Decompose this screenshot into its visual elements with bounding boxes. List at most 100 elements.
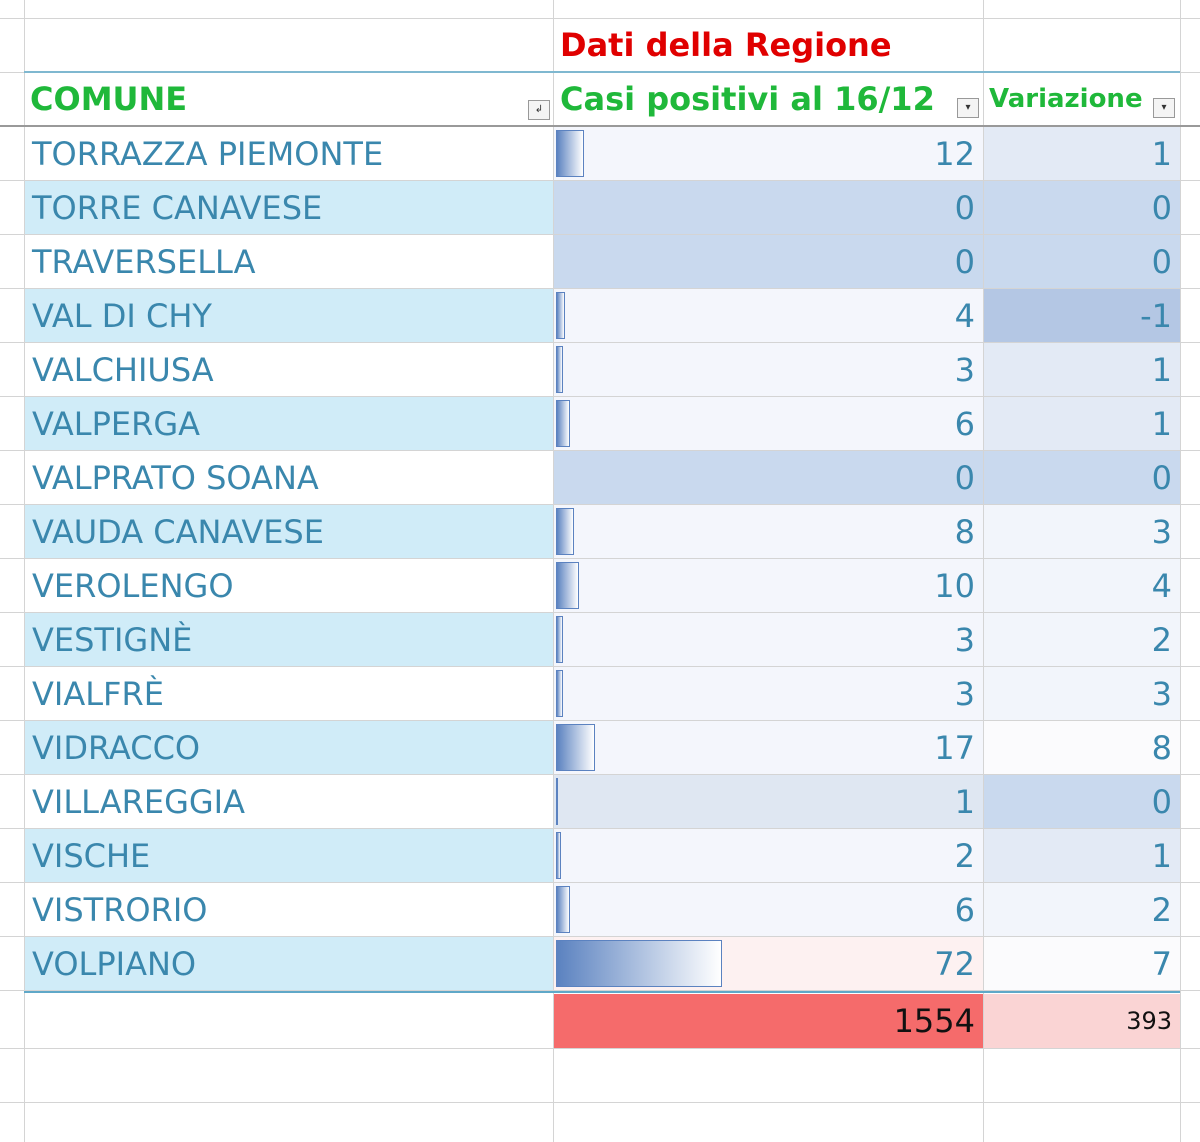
grid-line	[0, 774, 1200, 775]
column-header: Variazione	[989, 84, 1143, 114]
group-header: Dati della Regione	[560, 26, 892, 64]
grid-line	[0, 666, 1200, 667]
data-bar	[556, 886, 570, 933]
data-bar	[556, 508, 575, 555]
cell-name: VESTIGNÈ	[25, 613, 553, 666]
cell-name: VISTRORIO	[25, 883, 553, 936]
grid-line	[0, 342, 1200, 343]
cell-variation: 2	[984, 883, 1180, 936]
cell-variation: 1	[984, 397, 1180, 450]
cell-name: VISCHE	[25, 829, 553, 882]
column-header: COMUNE	[30, 80, 188, 118]
cell-cases: 72	[554, 937, 983, 990]
cell-value: 12	[934, 134, 975, 173]
cell-value: 3	[954, 350, 975, 389]
cell-cases: 17	[554, 721, 983, 774]
grid-line	[0, 18, 1200, 19]
data-bar	[556, 778, 559, 825]
cell-value: 17	[934, 728, 975, 767]
cell-name: TORRAZZA PIEMONTE	[25, 127, 553, 180]
data-bar	[556, 130, 584, 177]
grid-line	[0, 180, 1200, 181]
cell-variation: 0	[984, 775, 1180, 828]
cell-name: VIALFRÈ	[25, 667, 553, 720]
cell-value: 1	[954, 782, 975, 821]
cell-name: VAL DI CHY	[25, 289, 553, 342]
total-variation: 393	[984, 994, 1180, 1048]
data-bar	[556, 616, 563, 663]
cell-value: 8	[954, 512, 975, 551]
filter-button[interactable]: ▾	[957, 98, 979, 118]
cell-value: 6	[954, 404, 975, 443]
grid-line	[0, 720, 1200, 721]
cell-cases: 2	[554, 829, 983, 882]
cell-name: TORRE CANAVESE	[25, 181, 553, 234]
data-bar	[556, 724, 596, 771]
cell-cases: 12	[554, 127, 983, 180]
total-border	[24, 991, 1180, 993]
data-bar	[556, 670, 563, 717]
cell-value: 2	[954, 836, 975, 875]
grid-line	[0, 882, 1200, 883]
cell-cases: 3	[554, 343, 983, 396]
cell-name: VALCHIUSA	[25, 343, 553, 396]
cell-variation: 0	[984, 181, 1180, 234]
grid-line	[983, 0, 984, 1142]
data-bar	[556, 400, 570, 447]
grid-line	[0, 450, 1200, 451]
header-border	[24, 71, 1180, 73]
data-bar	[556, 562, 579, 609]
cell-variation: 0	[984, 235, 1180, 288]
cell-variation: 4	[984, 559, 1180, 612]
grid-line	[0, 1102, 1200, 1103]
cell-cases: 1	[554, 775, 983, 828]
cell-variation: 7	[984, 937, 1180, 990]
cell-value: 3	[954, 620, 975, 659]
grid-line	[0, 504, 1200, 505]
grid-line	[0, 612, 1200, 613]
cell-name: VOLPIANO	[25, 937, 553, 990]
data-bar	[556, 292, 566, 339]
cell-value: 6	[954, 890, 975, 929]
grid-line	[0, 936, 1200, 937]
cell-cases: 4	[554, 289, 983, 342]
grid-line	[0, 234, 1200, 235]
grid-line	[553, 0, 554, 1142]
cell-cases: 0	[554, 451, 983, 504]
total-cases: 1554	[554, 994, 983, 1048]
grid-line	[0, 558, 1200, 559]
grid-line	[0, 828, 1200, 829]
cell-value: 4	[954, 296, 975, 335]
cell-cases: 8	[554, 505, 983, 558]
cell-value: 10	[934, 566, 975, 605]
cell-cases: 6	[554, 883, 983, 936]
cell-variation: 0	[984, 451, 1180, 504]
cell-cases: 0	[554, 235, 983, 288]
cell-variation: 1	[984, 343, 1180, 396]
cell-cases: 10	[554, 559, 983, 612]
data-bar	[556, 346, 563, 393]
grid-line	[0, 288, 1200, 289]
cell-variation: 2	[984, 613, 1180, 666]
cell-name: VAUDA CANAVESE	[25, 505, 553, 558]
cell-value: 3	[954, 674, 975, 713]
cell-cases: 6	[554, 397, 983, 450]
grid-line	[0, 990, 1200, 991]
filter-button[interactable]: ↲	[528, 100, 550, 120]
cell-cases: 0	[554, 181, 983, 234]
cell-cases: 3	[554, 667, 983, 720]
cell-name: TRAVERSELLA	[25, 235, 553, 288]
cell-variation: 3	[984, 667, 1180, 720]
cell-value: 0	[954, 242, 975, 281]
filter-button[interactable]: ▾	[1153, 98, 1175, 118]
grid-line	[24, 0, 25, 1142]
cell-variation: 1	[984, 127, 1180, 180]
cell-name: VALPERGA	[25, 397, 553, 450]
cell-name: VALPRATO SOANA	[25, 451, 553, 504]
grid-line	[1180, 0, 1181, 1142]
cell-name: VILLAREGGIA	[25, 775, 553, 828]
cell-name: VIDRACCO	[25, 721, 553, 774]
header-border	[0, 125, 1200, 127]
cell-value: 0	[954, 188, 975, 227]
